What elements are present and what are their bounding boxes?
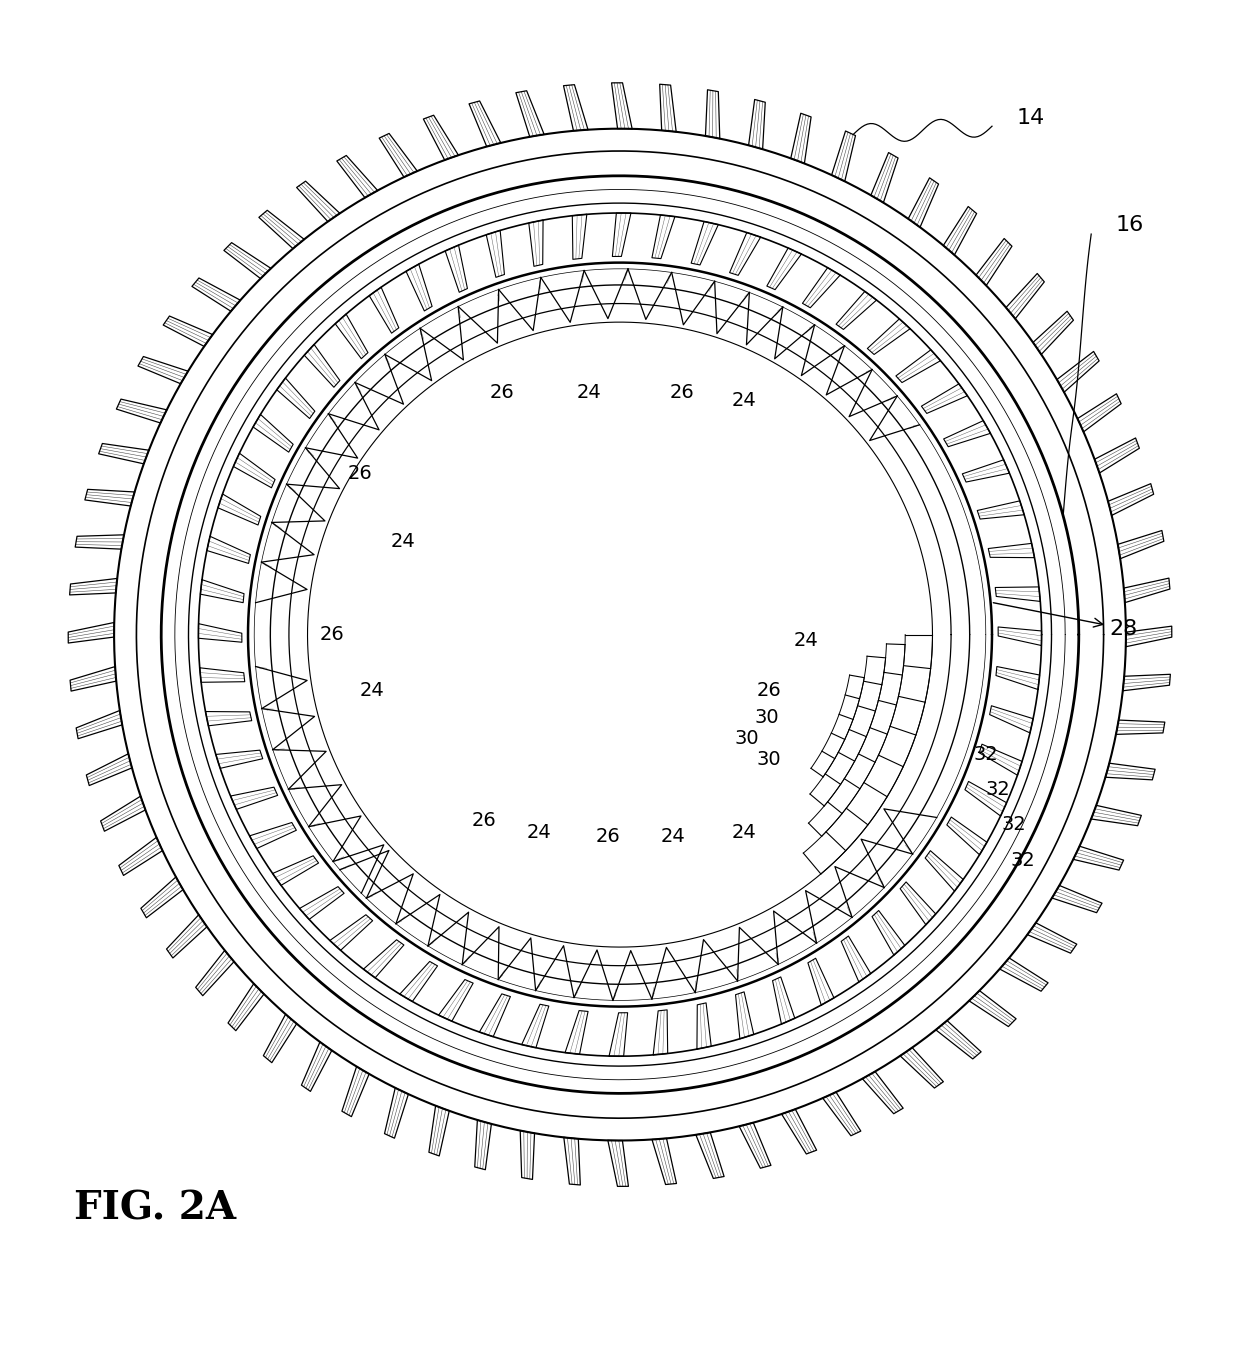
Text: 24: 24 xyxy=(360,681,384,700)
Text: 28: 28 xyxy=(993,602,1138,639)
Text: 16: 16 xyxy=(1116,216,1145,236)
Text: 24: 24 xyxy=(732,391,756,410)
Text: 26: 26 xyxy=(471,811,496,830)
Text: 26: 26 xyxy=(756,681,781,700)
Text: 30: 30 xyxy=(754,708,779,727)
Text: 24: 24 xyxy=(391,532,415,551)
Text: 26: 26 xyxy=(490,384,515,403)
Text: 24: 24 xyxy=(527,823,552,842)
Text: 24: 24 xyxy=(732,823,756,842)
Text: FIG. 2A: FIG. 2A xyxy=(74,1189,237,1227)
Text: 24: 24 xyxy=(661,827,686,846)
Text: 26: 26 xyxy=(347,464,372,483)
Text: 24: 24 xyxy=(577,384,601,403)
Text: 32: 32 xyxy=(1011,850,1035,869)
Text: 30: 30 xyxy=(734,730,759,749)
Text: 30: 30 xyxy=(756,750,781,769)
Text: 32: 32 xyxy=(1002,815,1027,834)
Text: 32: 32 xyxy=(986,780,1011,799)
Text: 26: 26 xyxy=(670,384,694,403)
Text: 26: 26 xyxy=(595,827,620,846)
Text: 24: 24 xyxy=(794,632,818,651)
Text: 26: 26 xyxy=(320,625,345,644)
Text: 32: 32 xyxy=(973,746,998,765)
Text: 14: 14 xyxy=(1017,107,1045,127)
